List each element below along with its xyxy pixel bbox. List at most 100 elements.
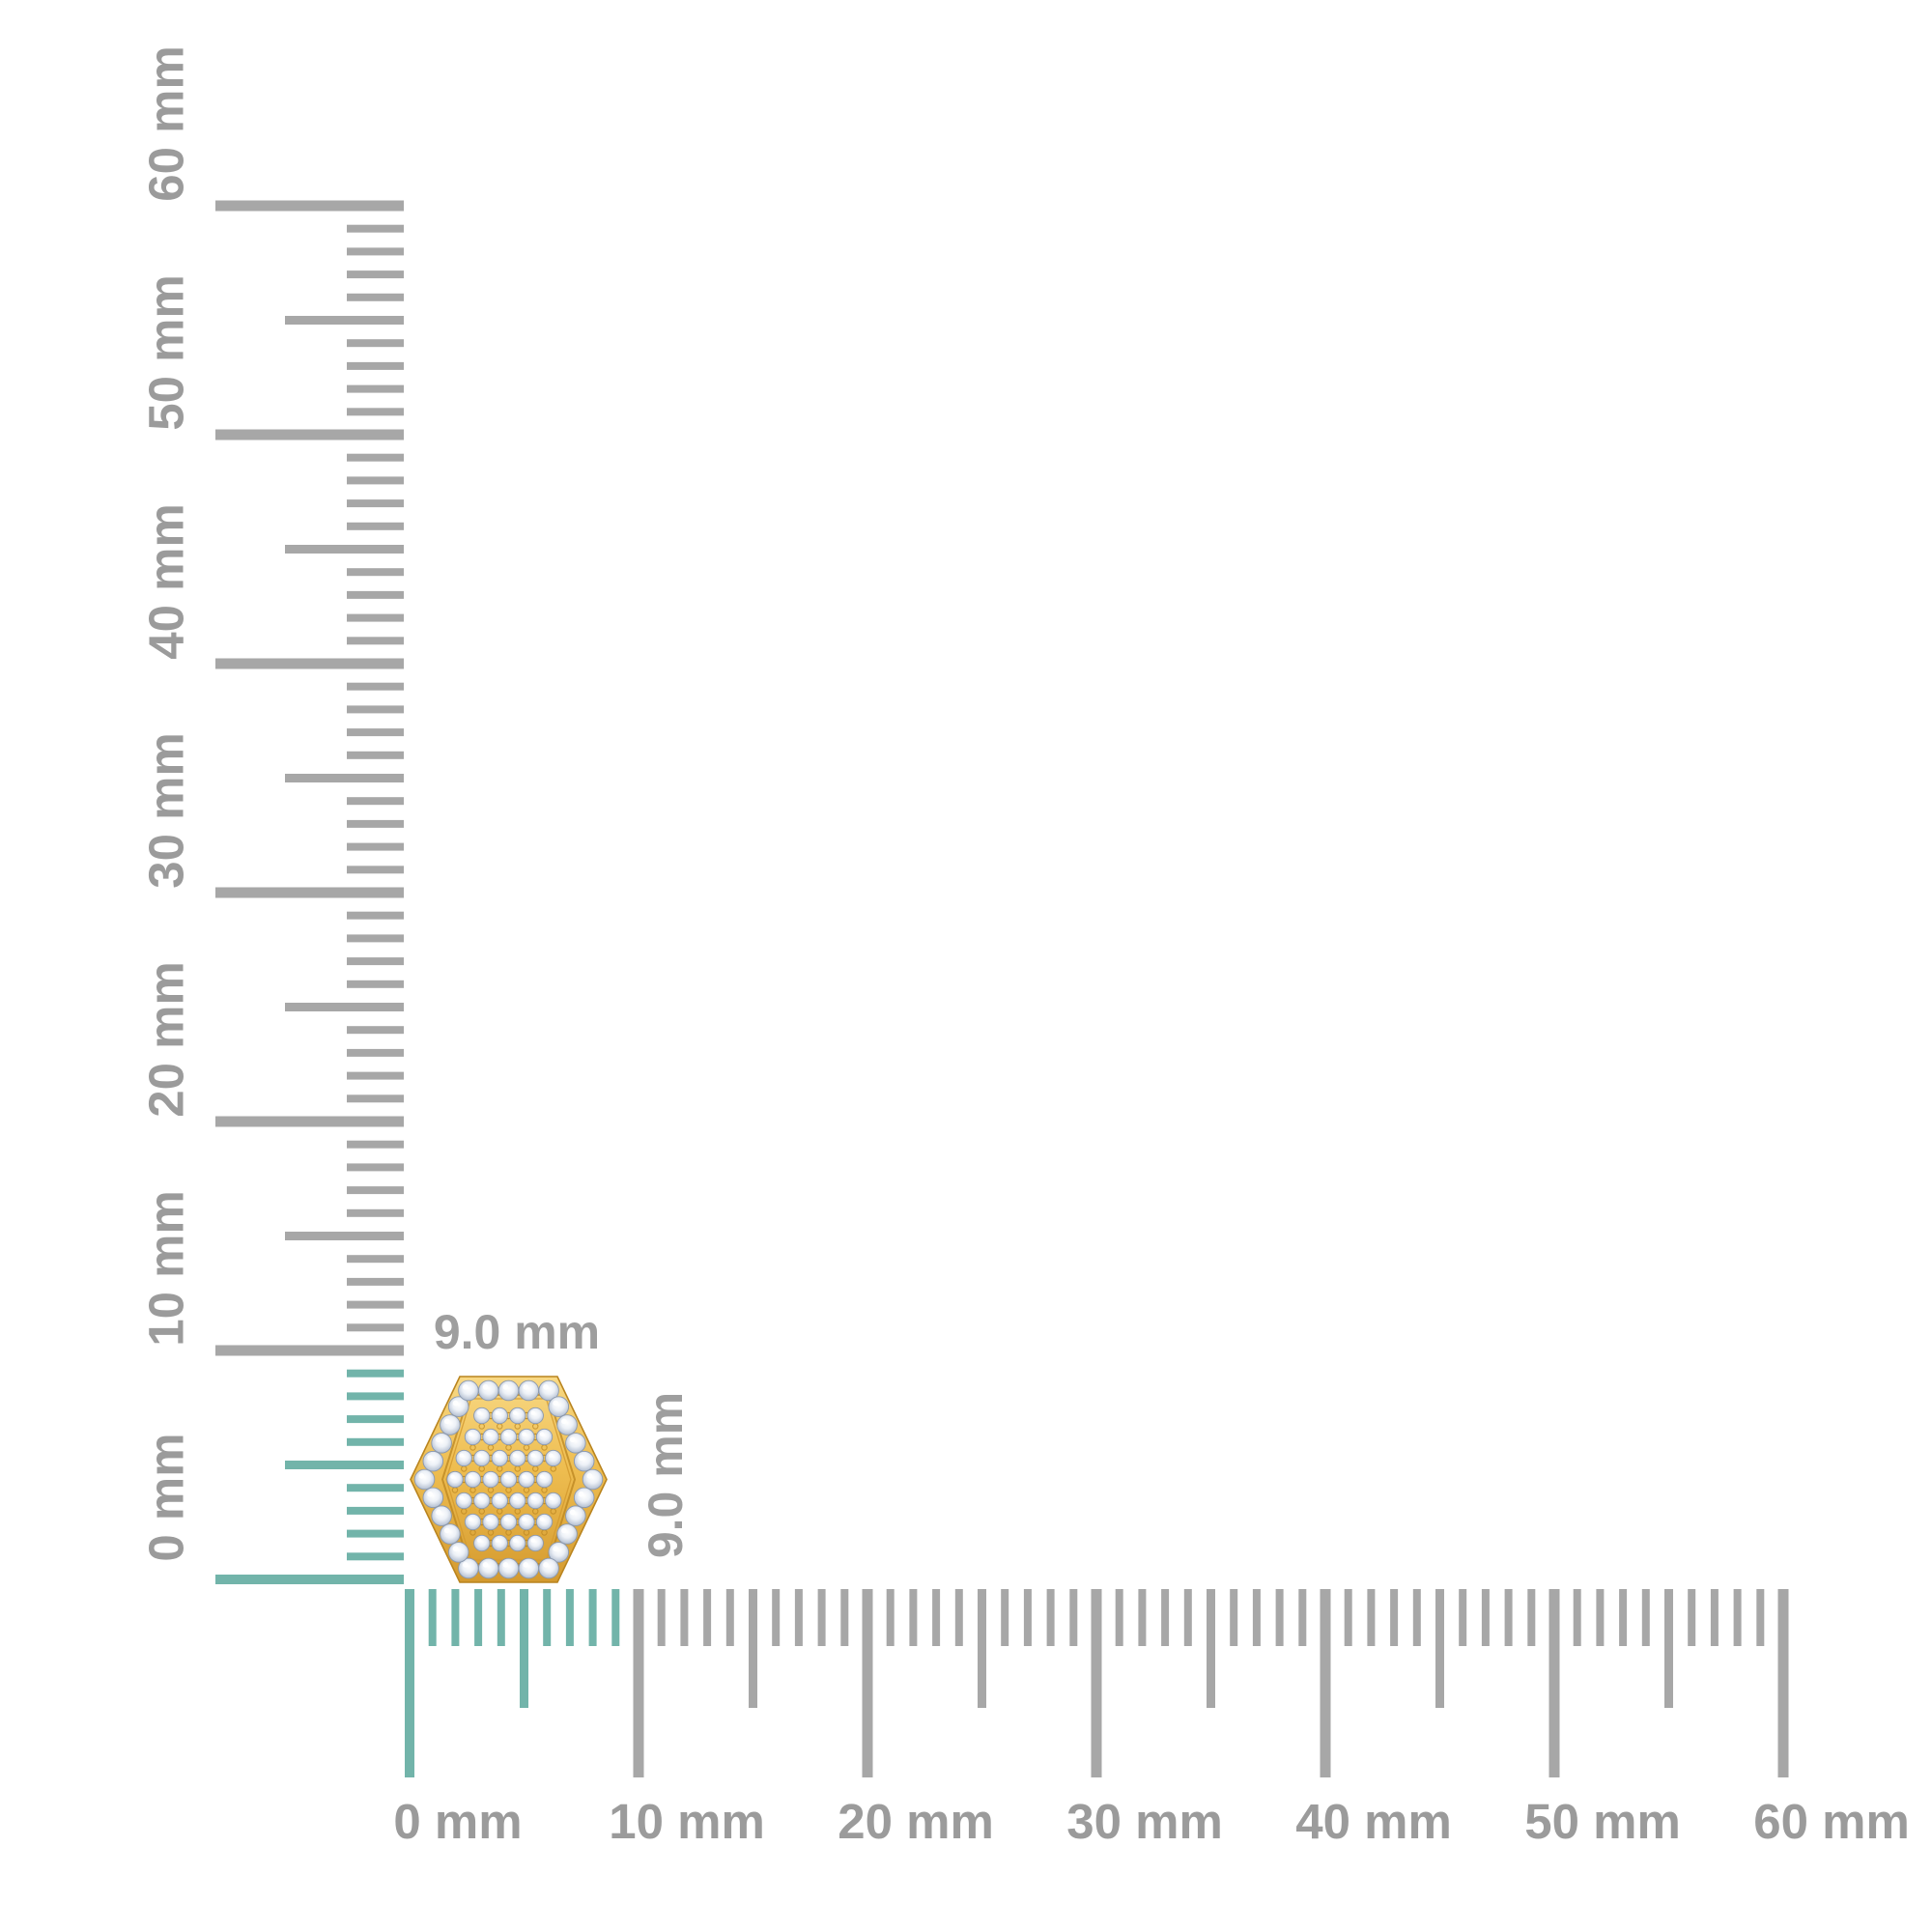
pave-stone-glint <box>530 1410 536 1415</box>
border-stone <box>422 1487 444 1509</box>
pave-stone-glint <box>512 1538 518 1543</box>
v-ruler-tick-41mm <box>347 637 404 645</box>
v-ruler-tick-28mm <box>347 934 404 943</box>
h-ruler-tick-0mm <box>405 1589 414 1777</box>
v-ruler-tick-16mm <box>347 1208 404 1217</box>
h-ruler-tick-14mm <box>725 1589 734 1646</box>
h-ruler-tick-42mm <box>1367 1589 1376 1646</box>
pave-stone-glint <box>476 1453 482 1458</box>
border-stone <box>556 1523 578 1545</box>
pave-stone <box>526 1492 544 1510</box>
border-stone <box>573 1450 595 1472</box>
h-ruler-tick-16mm <box>772 1589 781 1646</box>
v-ruler-tick-38mm <box>347 705 404 714</box>
v-ruler-tick-17mm <box>347 1186 404 1195</box>
v-ruler-tick-55mm <box>285 316 404 325</box>
pave-stone-glint <box>539 1517 545 1521</box>
pave-stone-glint <box>530 1453 536 1458</box>
v-ruler-tick-42mm <box>347 613 404 622</box>
h-ruler-tick-10mm <box>633 1589 644 1777</box>
v-ruler-tick-36mm <box>347 751 404 759</box>
border-stone-glint <box>569 1436 576 1443</box>
pave-stone <box>482 1470 499 1489</box>
border-stone-glint <box>482 1562 489 1568</box>
v-ruler-tick-39mm <box>347 682 404 691</box>
h-ruler-tick-22mm <box>909 1589 918 1646</box>
pave-stone <box>526 1534 544 1552</box>
v-ruler-tick-10mm <box>215 1345 404 1356</box>
pave-stone-glint <box>459 1453 465 1458</box>
pave-stone-glint <box>476 1495 482 1500</box>
h-ruler-label-10mm: 10 mm <box>609 1794 765 1849</box>
v-ruler-tick-23mm <box>347 1048 404 1057</box>
v-ruler-tick-21mm <box>347 1094 404 1103</box>
pave-stone <box>526 1449 544 1467</box>
v-ruler-tick-40mm <box>215 658 404 669</box>
border-stone <box>440 1414 461 1435</box>
v-ruler-tick-12mm <box>347 1300 404 1309</box>
pave-stone <box>455 1449 472 1467</box>
h-ruler-tick-29mm <box>1069 1589 1078 1646</box>
pave-stone <box>473 1406 491 1425</box>
border-stone-glint <box>561 1527 567 1534</box>
border-stone-glint <box>462 1562 469 1568</box>
v-ruler-tick-50mm <box>215 429 404 440</box>
h-ruler-tick-3mm <box>474 1589 483 1646</box>
border-stone-glint <box>523 1384 529 1390</box>
pave-stone-glint <box>548 1495 554 1500</box>
h-ruler-tick-12mm <box>680 1589 689 1646</box>
pave-stone <box>509 1406 526 1425</box>
border-stone <box>582 1468 604 1491</box>
h-ruler-tick-52mm <box>1596 1589 1605 1646</box>
h-ruler-tick-11mm <box>657 1589 666 1646</box>
v-ruler-tick-26mm <box>347 980 404 988</box>
width-measurement-label: 9.0 mm <box>434 1305 600 1359</box>
border-stone <box>518 1557 540 1579</box>
h-ruler-tick-40mm <box>1320 1589 1331 1777</box>
pave-stone-glint <box>495 1410 500 1415</box>
pave-stone <box>491 1449 508 1467</box>
v-ruler-tick-7mm <box>347 1415 404 1424</box>
v-ruler-tick-4mm <box>347 1484 404 1492</box>
pave-stone-glint <box>495 1453 500 1458</box>
border-stone-glint <box>553 1400 559 1406</box>
v-ruler-tick-52mm <box>347 384 404 393</box>
v-ruler-tick-3mm <box>347 1506 404 1515</box>
pave-stone-glint <box>468 1517 473 1521</box>
h-ruler-tick-18mm <box>817 1589 826 1646</box>
h-ruler-tick-54mm <box>1641 1589 1650 1646</box>
v-ruler-tick-25mm <box>285 1003 404 1011</box>
v-ruler-tick-24mm <box>347 1026 404 1035</box>
pave-stone <box>545 1449 562 1467</box>
border-stone-glint <box>553 1546 559 1552</box>
border-stone-glint <box>452 1400 459 1406</box>
v-ruler-tick-37mm <box>347 728 404 737</box>
h-ruler-label-50mm: 50 mm <box>1524 1794 1681 1849</box>
v-ruler-tick-48mm <box>347 476 404 485</box>
v-ruler-tick-44mm <box>347 568 404 577</box>
border-stone <box>431 1505 452 1526</box>
border-stone <box>565 1505 586 1526</box>
v-ruler-tick-8mm <box>347 1392 404 1401</box>
v-ruler-tick-59mm <box>347 224 404 233</box>
height-measurement-label: 9.0 mm <box>639 1392 693 1558</box>
pave-stone-glint <box>503 1474 509 1479</box>
border-stone-glint <box>427 1491 434 1497</box>
border-stone <box>565 1433 586 1454</box>
border-stone-glint <box>578 1455 584 1461</box>
pave-stone-glint <box>522 1432 526 1436</box>
h-ruler-tick-39mm <box>1298 1589 1307 1646</box>
pave-stone <box>499 1470 518 1489</box>
h-ruler-tick-58mm <box>1733 1589 1742 1646</box>
h-ruler-tick-7mm <box>565 1589 574 1646</box>
pave-stone <box>509 1534 526 1552</box>
pave-stone <box>499 1428 518 1446</box>
h-ruler-tick-60mm <box>1777 1589 1789 1777</box>
pave-stone <box>518 1428 535 1446</box>
border-stone-glint <box>543 1384 549 1390</box>
border-stone-glint <box>436 1436 441 1443</box>
border-stone-glint <box>561 1418 567 1425</box>
v-ruler-tick-33mm <box>347 819 404 828</box>
v-ruler-tick-18mm <box>347 1163 404 1172</box>
